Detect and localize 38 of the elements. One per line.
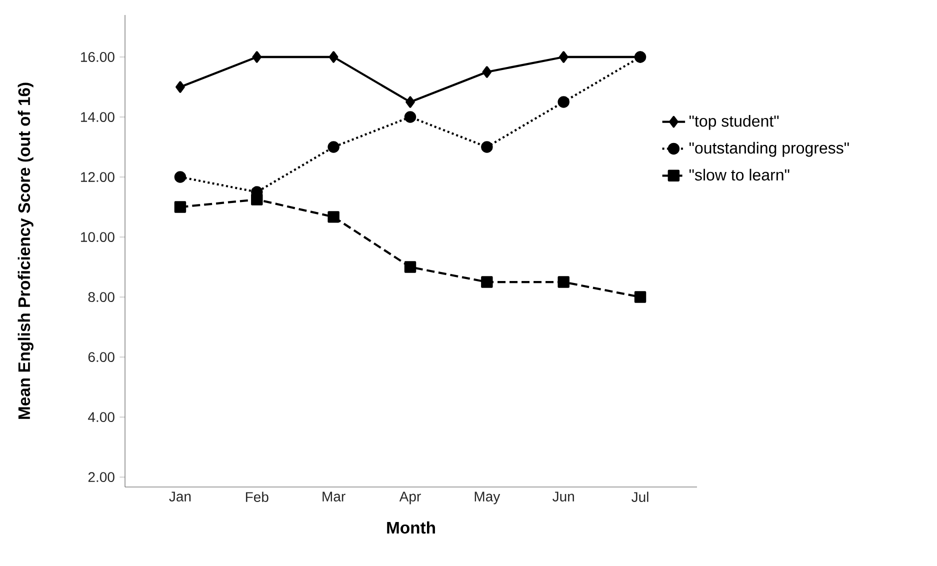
point xyxy=(558,96,570,108)
legend-label: "top student" xyxy=(689,114,779,130)
point xyxy=(176,81,185,93)
legend-label: "slow to learn" xyxy=(689,168,790,181)
point xyxy=(251,194,263,206)
legend-label: "outstanding progress" xyxy=(689,142,849,157)
y-tick-label: 2.00 xyxy=(88,472,114,482)
point xyxy=(328,141,340,153)
x-tick-label: Jan xyxy=(169,492,191,502)
x-axis-title: Month xyxy=(387,521,435,534)
x-tick-label: Apr xyxy=(399,492,421,504)
point xyxy=(328,211,340,223)
x-tick-label: Jul xyxy=(632,492,648,502)
point xyxy=(482,66,492,78)
point xyxy=(328,51,338,63)
point xyxy=(252,51,262,63)
point xyxy=(558,51,568,63)
y-tick-label: 14.00 xyxy=(81,112,114,122)
y-tick-label: 4.00 xyxy=(88,412,114,422)
x-tick-label: Mar xyxy=(322,492,346,502)
y-tick-label: 12.00 xyxy=(81,172,114,182)
point xyxy=(481,276,493,288)
point xyxy=(406,96,415,108)
y-axis-title: Mean English Proficiency Score (out of 16) xyxy=(18,82,34,419)
point xyxy=(558,276,570,288)
y-tick-label: 10.00 xyxy=(81,232,114,242)
point xyxy=(634,291,646,303)
x-tick-label: Jun xyxy=(552,492,574,502)
x-tick-label: May xyxy=(474,492,500,504)
y-tick-label: 6.00 xyxy=(88,352,114,362)
y-tick-label: 16.00 xyxy=(81,52,114,62)
point xyxy=(404,111,416,123)
point xyxy=(481,141,493,153)
x-tick-label: Feb xyxy=(246,492,268,502)
y-tick-label: 8.00 xyxy=(88,292,114,302)
point xyxy=(174,171,186,183)
point xyxy=(404,261,416,273)
point xyxy=(174,201,186,213)
